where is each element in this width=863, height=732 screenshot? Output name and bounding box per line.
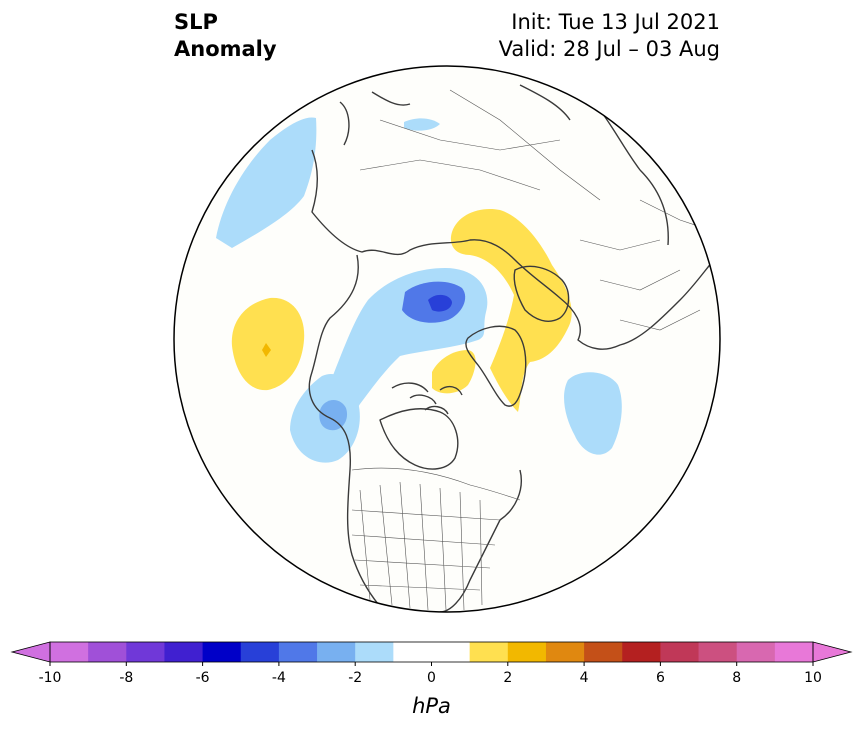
asia-borders bbox=[359, 89, 601, 201]
us-state-lines bbox=[351, 481, 501, 611]
greenland-coastline bbox=[465, 325, 527, 407]
polar-map bbox=[173, 65, 721, 613]
colorbar: -10 -8 -6 -4 -2 0 2 4 6 8 10 bbox=[10, 641, 853, 686]
colorbar-cell bbox=[469, 642, 509, 662]
colorbar-cell bbox=[393, 642, 432, 662]
arctic-small-low bbox=[404, 118, 440, 131]
colorbar-cell bbox=[545, 642, 585, 662]
canada-us-border bbox=[351, 467, 521, 501]
map-boundary-circle bbox=[173, 65, 721, 613]
colorbar-ticks: -10 -8 -6 -4 -2 0 2 4 6 8 10 bbox=[39, 662, 822, 686]
west-pacific-low bbox=[216, 117, 317, 248]
colorbar-cell bbox=[202, 642, 242, 662]
colorbar-cell bbox=[698, 642, 738, 662]
valid-date: Valid: 28 Jul – 03 Aug bbox=[498, 37, 720, 61]
colorbar-cell bbox=[736, 642, 776, 662]
title-variable-line1: SLP bbox=[174, 10, 218, 34]
gulf-of-alaska-low-core bbox=[319, 399, 348, 431]
colorbar-cell bbox=[278, 642, 318, 662]
colorbar-tick-label: -10 bbox=[39, 670, 62, 686]
baffin-bay-high bbox=[432, 350, 476, 394]
colorbar-tick-label: 8 bbox=[732, 670, 741, 686]
colorbar-cell bbox=[774, 642, 814, 662]
colorbar-cell bbox=[660, 642, 700, 662]
colorbar-tick-label: 2 bbox=[503, 670, 512, 686]
title-variable-line2: Anomaly bbox=[174, 37, 277, 61]
political-boundaries bbox=[351, 89, 711, 611]
colorbar-tick-label: 4 bbox=[580, 670, 589, 686]
colorbar-tick-label: 6 bbox=[656, 670, 665, 686]
colorbar-tick-label: 0 bbox=[427, 670, 436, 686]
colorbar-cell bbox=[126, 642, 165, 662]
colorbar-cell bbox=[240, 642, 280, 662]
colorbar-tick-label: -4 bbox=[272, 670, 286, 686]
siberia-scandinavia-high bbox=[450, 208, 572, 412]
map-title: SLP Anomaly bbox=[174, 9, 277, 63]
colorbar-cell bbox=[507, 642, 547, 662]
north-america-coastline bbox=[308, 254, 522, 612]
eurasia-coastline bbox=[311, 149, 719, 350]
colorbar-extend-low bbox=[10, 641, 51, 663]
positive-anomaly-regions bbox=[231, 208, 572, 412]
forecast-dates: Init: Tue 13 Jul 2021 Valid: 28 Jul – 03… bbox=[499, 9, 720, 63]
scandinavia-coastline bbox=[513, 265, 570, 322]
arctic-islands bbox=[339, 84, 571, 146]
colorbar-tick-label: -2 bbox=[348, 670, 362, 686]
europe-borders bbox=[579, 199, 711, 331]
colorbar-tick-label: 10 bbox=[804, 670, 822, 686]
colorbar-cell bbox=[317, 642, 356, 662]
coastlines bbox=[308, 84, 719, 612]
north-pacific-high bbox=[231, 297, 305, 391]
colorbar-cell bbox=[431, 642, 471, 662]
colorbar-cell bbox=[50, 642, 89, 662]
canadian-archipelago bbox=[391, 382, 463, 415]
north-atlantic-low bbox=[564, 372, 622, 455]
init-date: Init: Tue 13 Jul 2021 bbox=[511, 10, 720, 34]
colorbar-units-label: hPa bbox=[412, 694, 451, 718]
north-pacific-high-center bbox=[262, 343, 271, 357]
colorbar-tick-label: -6 bbox=[196, 670, 210, 686]
colorbar-cell bbox=[355, 642, 394, 662]
colorbar-extend-high bbox=[812, 641, 853, 663]
colorbar-cell bbox=[584, 642, 623, 662]
colorbar-cell bbox=[88, 642, 127, 662]
colorbar-cell bbox=[164, 642, 204, 662]
hudson-bay-coastline bbox=[379, 408, 459, 470]
colorbar-cell bbox=[622, 642, 661, 662]
negative-anomaly-regions bbox=[216, 117, 622, 463]
arctic-ocean-low-center bbox=[428, 294, 452, 312]
colorbar-tick-label: -8 bbox=[119, 670, 133, 686]
colorbar-cells bbox=[10, 641, 853, 663]
